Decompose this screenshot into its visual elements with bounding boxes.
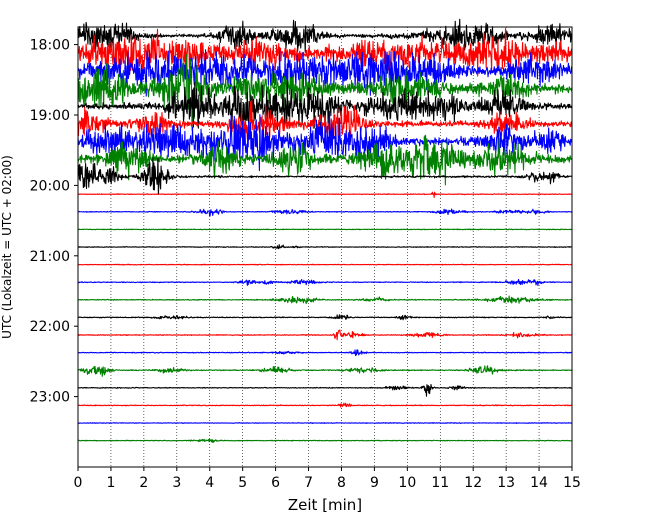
plot-frame [77,26,573,468]
trace-2200 [77,329,573,341]
x-axis-ticks: 0 1 2 3 4 5 6 7 8 9 10 11 12 13 14 15 [74,467,581,491]
trace-1945 [77,157,573,195]
x-tick-label: 11 [431,475,449,491]
trace-1830 [77,53,573,131]
y-tick-label: 19:00 [30,108,70,124]
x-tick-label: 8 [337,475,346,491]
x-tick-label: 9 [370,475,379,491]
trace-1800 [77,27,573,77]
y-tick-label: 20:00 [30,178,70,194]
trace-2000 [77,191,573,198]
trace-2330 [77,438,573,443]
seismic-traces [77,18,573,443]
x-tick-label: 1 [106,475,115,491]
x-tick-label: 6 [271,475,280,491]
y-axis-ticks: 18:00 19:00 20:00 21:00 22:00 23:00 [30,38,78,406]
trace-2300 [77,402,573,408]
trace-2030 [77,228,573,231]
trace-1745 [77,18,573,54]
x-axis-label: Zeit [min] [288,496,362,514]
trace-2115 [77,278,573,286]
trace-1915 [77,110,573,172]
trace-2130 [77,295,573,305]
trace-2230 [77,365,573,377]
trace-1930 [77,134,573,186]
x-tick-label: 15 [563,475,581,491]
x-tick-label: 14 [530,475,548,491]
y-tick-label: 23:00 [30,390,70,406]
x-tick-label: 3 [172,475,181,491]
x-tick-label: 0 [74,475,83,491]
trace-2100 [77,263,573,266]
y-tick-label: 21:00 [30,249,70,265]
x-tick-label: 12 [464,475,482,491]
trace-2045 [77,244,573,250]
x-tick-label: 5 [238,475,247,491]
x-tick-label: 4 [205,475,214,491]
trace-2215 [77,349,573,357]
y-tick-label: 22:00 [30,319,70,335]
x-gridlines [110,27,540,467]
x-tick-label: 7 [304,475,313,491]
trace-2145 [77,314,573,321]
trace-2015 [77,208,573,217]
x-tick-label: 10 [398,475,416,491]
trace-2245 [77,383,573,397]
x-tick-label: 2 [139,475,148,491]
trace-1900 [77,99,573,145]
y-tick-label: 18:00 [30,38,70,54]
x-tick-label: 13 [497,475,515,491]
trace-2315 [77,421,573,425]
y-axis-label: UTC (Lokalzeit = UTC + 02:00) [0,155,14,339]
